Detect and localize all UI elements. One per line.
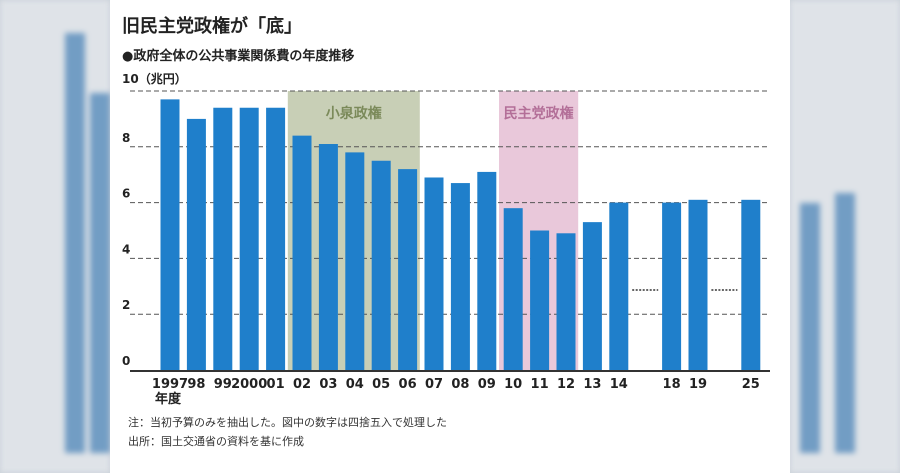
- x-tick-13: 13: [583, 377, 601, 392]
- era-label-1: 民主党政権: [504, 105, 574, 122]
- bar-07: [424, 177, 444, 370]
- x-tick-09: 09: [478, 377, 496, 392]
- y-tick-0: 0: [122, 354, 130, 368]
- x-tick-06: 06: [399, 377, 417, 392]
- x-tick-12: 12: [557, 377, 575, 392]
- y-tick-4: 4: [122, 242, 130, 256]
- bar-06: [398, 169, 418, 370]
- chart-title: 旧民主党政権が「底」: [122, 16, 302, 37]
- x-tick-98: 98: [187, 377, 205, 392]
- bar-14: [609, 202, 629, 370]
- bar-1997: [160, 99, 180, 371]
- bar-11: [530, 230, 550, 370]
- bar-09: [477, 171, 497, 370]
- bar-19: [688, 199, 708, 370]
- x-tick-08: 08: [451, 377, 469, 392]
- x-tick-10: 10: [504, 377, 522, 392]
- bar-05: [371, 160, 391, 370]
- y-tick-2: 2: [122, 298, 130, 312]
- x-tick-99: 99: [214, 377, 232, 392]
- bar-04: [345, 152, 365, 370]
- footnote: 注：当初予算のみを抽出した。図中の数字は四捨五入で処理した: [128, 416, 447, 429]
- x-tick-25: 25: [742, 377, 760, 392]
- bar-13: [582, 222, 602, 370]
- x-axis-label: 年度: [155, 391, 182, 407]
- x-tick-07: 07: [425, 377, 443, 392]
- x-tick-1997: 1997: [152, 377, 188, 392]
- bar-02: [292, 135, 312, 370]
- x-tick-18: 18: [663, 377, 681, 392]
- chart-subtitle: ●政府全体の公共事業関係費の年度推移: [122, 49, 355, 64]
- x-tick-19: 19: [689, 377, 707, 392]
- x-tick-04: 04: [346, 377, 364, 392]
- bar-18: [662, 202, 682, 370]
- x-tick-11: 11: [531, 377, 549, 392]
- x-tick-14: 14: [610, 377, 628, 392]
- bar-25: [741, 199, 761, 370]
- bar-01: [266, 107, 286, 371]
- bar-03: [318, 144, 338, 370]
- x-tick-02: 02: [293, 377, 311, 392]
- bar-08: [450, 183, 470, 370]
- x-tick-2000: 2000: [231, 377, 267, 392]
- bar-99: [213, 107, 233, 371]
- blurred-background-left: [0, 0, 110, 473]
- y-tick-6: 6: [122, 187, 130, 201]
- bar-12: [556, 233, 576, 370]
- bar-10: [503, 208, 523, 370]
- x-tick-03: 03: [319, 377, 337, 392]
- bar-2000: [239, 107, 259, 371]
- x-tick-05: 05: [372, 377, 390, 392]
- y-tick-8: 8: [122, 131, 130, 145]
- blurred-background-right: [790, 0, 900, 473]
- x-tick-01: 01: [267, 377, 285, 392]
- era-label-0: 小泉政権: [326, 105, 382, 122]
- bar-98: [186, 118, 206, 371]
- y-axis-label: 10（兆円）: [122, 72, 187, 86]
- source-note: 出所：国土交通省の資料を基に作成: [128, 435, 304, 448]
